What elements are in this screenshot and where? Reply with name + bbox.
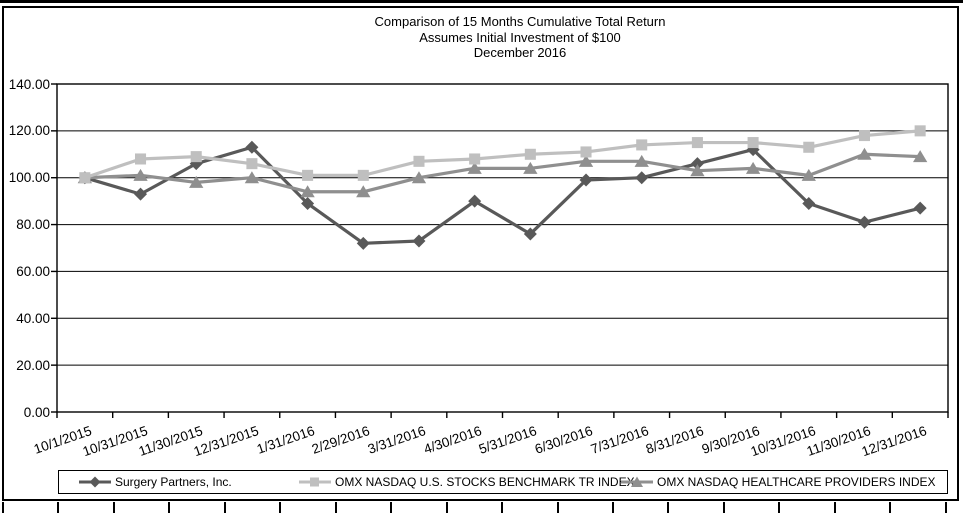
square-marker-icon [469, 153, 481, 165]
square-marker-icon [691, 137, 703, 149]
square-marker-icon [135, 153, 147, 165]
rule-tick [279, 502, 282, 513]
diamond-marker-icon [412, 234, 426, 248]
y-tick-label: 100.00 [8, 170, 50, 186]
rule-tick [168, 502, 171, 513]
rule-tick [944, 502, 947, 513]
diamond-marker-icon [635, 171, 649, 185]
rule-tick [778, 502, 781, 513]
rule-tick [833, 502, 836, 513]
triangle-marker-icon [523, 161, 538, 174]
diamond-marker-icon [468, 194, 482, 208]
triangle-marker-icon [189, 175, 204, 188]
diamond-marker-icon [301, 196, 315, 210]
diamond-marker-icon [134, 187, 148, 201]
triangle-marker-icon [300, 185, 315, 198]
series-line [84, 129, 921, 180]
rule-tick [112, 502, 115, 513]
triangle-marker-icon [690, 164, 705, 177]
diamond-marker-icon [690, 157, 704, 171]
triangle-marker-icon [467, 161, 482, 174]
square-marker-icon [636, 139, 648, 151]
legend-diamond-icon [79, 476, 111, 488]
y-tick-label: 60.00 [16, 263, 50, 279]
diamond-marker-icon [857, 215, 871, 229]
legend-triangle-icon [621, 476, 653, 487]
title-line-1: Comparison of 15 Months Cumulative Total… [374, 14, 666, 29]
diamond-marker-icon [913, 201, 927, 215]
top-border-rule [0, 0, 963, 3]
legend-item: OMX NASDAQ U.S. STOCKS BENCHMARK TR INDE… [299, 471, 635, 493]
rule-tick [334, 502, 337, 513]
square-marker-icon [747, 137, 759, 149]
rule-tick [2, 502, 4, 513]
chart-title: Comparison of 15 Months Cumulative Total… [100, 14, 940, 61]
diamond-marker-icon [802, 196, 816, 210]
triangle-marker-icon [133, 168, 148, 181]
triangle-marker-icon [578, 154, 594, 167]
square-marker-icon [858, 130, 870, 142]
square-marker-icon [524, 148, 536, 160]
square-marker-icon [79, 172, 91, 184]
legend-label: Surgery Partners, Inc. [115, 475, 232, 489]
title-line-2: Assumes Initial Investment of $100 [419, 29, 621, 45]
rule-tick [889, 502, 892, 513]
series-line [84, 152, 921, 194]
y-tick-label: 140.00 [8, 76, 50, 92]
triangle-marker-icon [634, 154, 649, 167]
chart-frame [2, 6, 959, 501]
triangle-marker-icon [801, 168, 816, 181]
y-tick-label: 120.00 [8, 123, 50, 139]
square-marker-icon [580, 146, 592, 158]
title-line-3: December 2016 [473, 45, 567, 60]
rule-tick [445, 502, 448, 513]
legend-square-icon [299, 477, 331, 487]
y-tick-label: 20.00 [16, 357, 50, 373]
rule-tick [667, 502, 670, 513]
square-marker-icon [190, 151, 202, 163]
triangle-marker-icon [411, 171, 427, 184]
square-marker-icon [413, 155, 425, 167]
square-marker-icon [357, 169, 369, 181]
triangle-marker-icon [913, 150, 928, 163]
rule-tick [223, 502, 226, 513]
rule-tick [57, 502, 60, 513]
y-tick-label: 80.00 [16, 217, 50, 233]
legend: Surgery Partners, Inc. OMX NASDAQ U.S. ST… [58, 470, 948, 494]
triangle-marker-icon [857, 147, 872, 160]
rule-tick [722, 502, 725, 513]
square-marker-icon [302, 169, 314, 181]
rule-tick [556, 502, 559, 513]
legend-item: Surgery Partners, Inc. [79, 471, 232, 493]
diamond-marker-icon [523, 227, 537, 241]
y-tick-label: 0.00 [23, 404, 50, 420]
legend-label: OMX NASDAQ U.S. STOCKS BENCHMARK TR INDE… [335, 475, 635, 489]
rule-tick [611, 502, 614, 513]
diamond-marker-icon [356, 236, 370, 250]
series-line [84, 145, 921, 245]
square-marker-icon [246, 158, 258, 170]
legend-label: OMX NASDAQ HEALTHCARE PROVIDERS INDEX [657, 475, 936, 489]
rule-tick [390, 502, 393, 513]
legend-item: OMX NASDAQ HEALTHCARE PROVIDERS INDEX [621, 471, 936, 493]
triangle-marker-icon [745, 161, 761, 174]
square-marker-icon [803, 141, 815, 153]
diamond-marker-icon [245, 140, 259, 154]
triangle-marker-icon [356, 185, 371, 198]
rule-tick [501, 502, 504, 513]
plot-border [56, 83, 949, 413]
triangle-marker-icon [244, 171, 260, 184]
diamond-marker-icon [579, 173, 593, 187]
square-marker-icon [914, 125, 926, 137]
y-tick-label: 40.00 [16, 310, 50, 326]
